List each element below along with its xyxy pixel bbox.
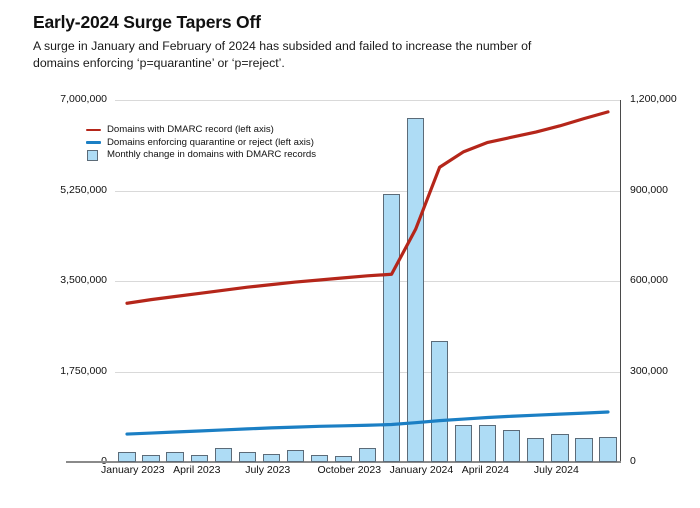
- bar: [142, 454, 160, 462]
- line-enforcing: [127, 412, 608, 434]
- bar: [310, 455, 329, 462]
- x-axis-tick-label: January 2023: [101, 464, 165, 476]
- line-series-layer: [115, 100, 620, 462]
- bar: [118, 452, 136, 462]
- x-axis-tick-label: April 2024: [461, 464, 510, 476]
- legend-box-swatch-icon: [86, 149, 101, 161]
- right-axis-line: [620, 100, 622, 463]
- right-axis-tick-label: 300,000: [630, 364, 668, 377]
- legend-label: Domains with DMARC record (left axis): [107, 124, 274, 135]
- bar: [262, 453, 280, 462]
- right-axis-tick-label: 0: [630, 455, 636, 467]
- legend-line-swatch-icon: [86, 137, 101, 148]
- gridline: [115, 190, 620, 192]
- bar: [503, 430, 521, 462]
- line-dmarc-record: [127, 112, 608, 303]
- legend-item-enforcing: Domains enforcing quarantine or reject (…: [86, 137, 316, 150]
- left-axis-tick-label: 3,500,000: [60, 274, 107, 286]
- x-axis-tick-label: October 2023: [317, 464, 382, 476]
- bar: [406, 118, 425, 462]
- gridline: [115, 371, 620, 373]
- right-axis-tick-label: 600,000: [630, 274, 668, 286]
- bar: [358, 447, 377, 462]
- chart-title: Early-2024 Surge Tapers Off: [33, 12, 261, 32]
- gridline: [115, 281, 620, 282]
- bar: [455, 425, 473, 462]
- right-axis-tick-label: 900,000: [630, 183, 668, 196]
- legend-label: Monthly change in domains with DMARC rec…: [107, 149, 317, 161]
- bar: [430, 341, 449, 462]
- legend-item-dmarc-record: Domains with DMARC record (left axis): [86, 124, 316, 137]
- left-axis-tick-label: 7,000,000: [60, 93, 107, 105]
- bar: [479, 424, 497, 462]
- right-axis-tick-label: 1,200,000: [630, 93, 677, 105]
- bar: [190, 455, 208, 462]
- bar: [214, 447, 232, 462]
- bar: [382, 193, 401, 462]
- x-axis-tick-label: July 2024: [533, 464, 579, 476]
- bar: [238, 452, 256, 462]
- bar: [575, 438, 593, 462]
- x-axis-tick-label: January 2024: [389, 464, 454, 476]
- legend-item-monthly-change: Monthly change in domains with DMARC rec…: [86, 149, 316, 162]
- bar: [527, 438, 545, 462]
- x-axis-tick-label: April 2023: [173, 464, 221, 476]
- chart-legend: Domains with DMARC record (left axis) Do…: [86, 124, 316, 162]
- legend-line-swatch-icon: [86, 125, 101, 136]
- chart-subtitle: A surge in January and February of 2024 …: [33, 39, 532, 70]
- bar: [599, 436, 617, 462]
- left-axis-tick-label: 5,250,000: [60, 183, 107, 196]
- gridline: [115, 100, 620, 101]
- left-axis-tick-label: 1,750,000: [60, 364, 107, 377]
- x-axis-tick-label: July 2023: [245, 464, 291, 476]
- bar: [166, 451, 184, 462]
- bar: [551, 434, 569, 462]
- bar: [286, 450, 304, 462]
- bar: [334, 455, 353, 462]
- legend-label: Domains enforcing quarantine or reject (…: [107, 136, 314, 148]
